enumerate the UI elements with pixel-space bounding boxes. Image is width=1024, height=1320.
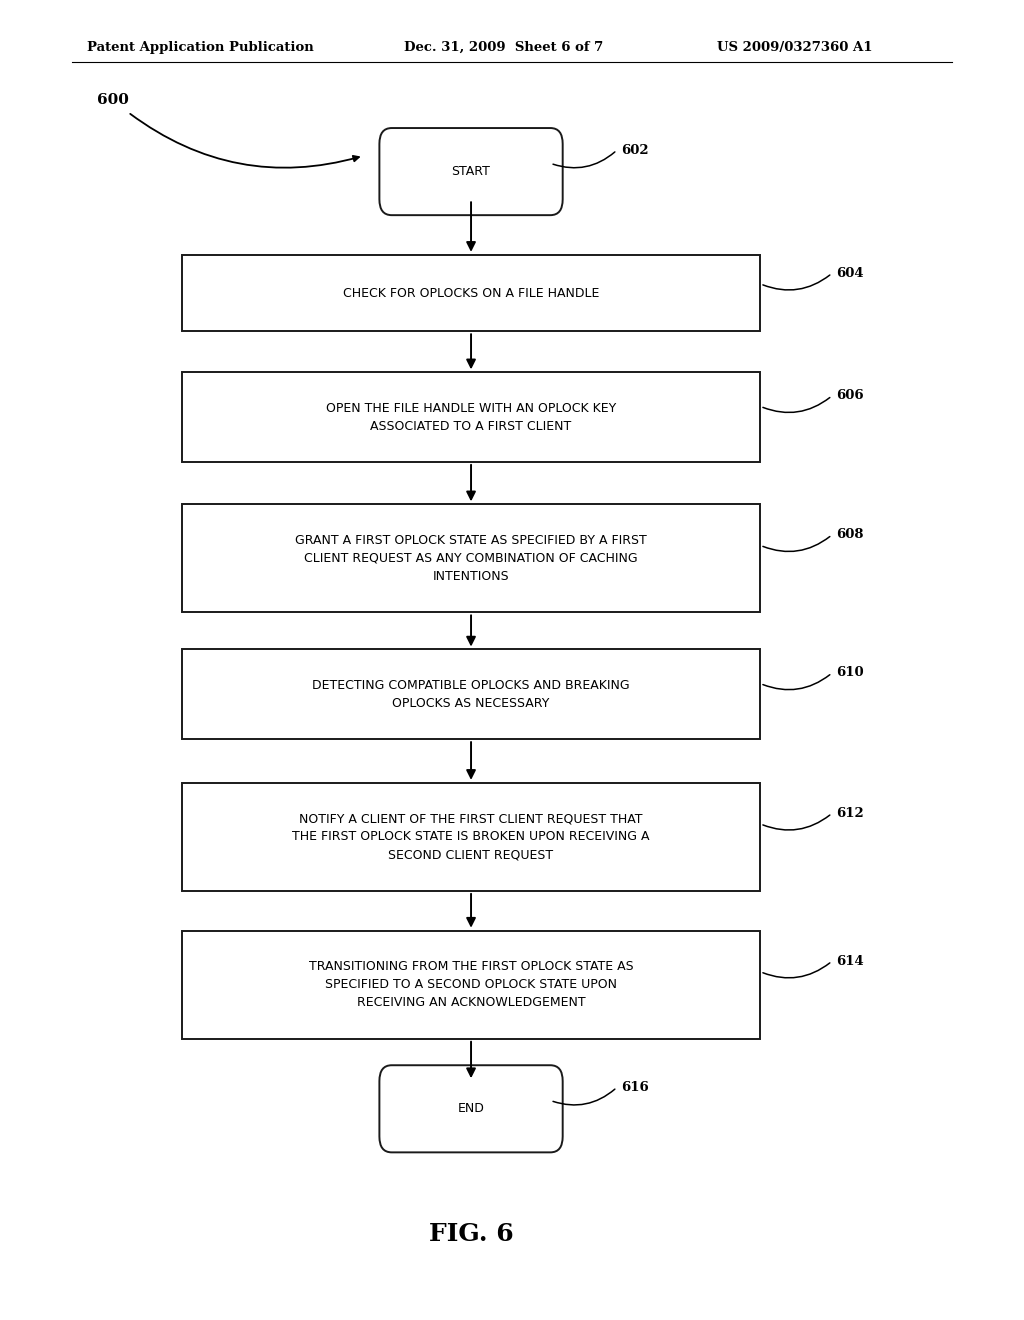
Text: 600: 600 <box>97 94 129 107</box>
Text: US 2009/0327360 A1: US 2009/0327360 A1 <box>717 41 872 54</box>
Text: 610: 610 <box>836 667 863 680</box>
Bar <box>182 372 760 462</box>
Text: NOTIFY A CLIENT OF THE FIRST CLIENT REQUEST THAT
THE FIRST OPLOCK STATE IS BROKE: NOTIFY A CLIENT OF THE FIRST CLIENT REQU… <box>292 812 650 862</box>
Text: 606: 606 <box>836 389 863 403</box>
Text: Dec. 31, 2009  Sheet 6 of 7: Dec. 31, 2009 Sheet 6 of 7 <box>404 41 604 54</box>
Text: TRANSITIONING FROM THE FIRST OPLOCK STATE AS
SPECIFIED TO A SECOND OPLOCK STATE : TRANSITIONING FROM THE FIRST OPLOCK STAT… <box>308 960 634 1010</box>
Text: 608: 608 <box>836 528 863 541</box>
FancyBboxPatch shape <box>379 128 563 215</box>
Text: START: START <box>452 165 490 178</box>
Text: 614: 614 <box>836 954 864 968</box>
Text: FIG. 6: FIG. 6 <box>429 1222 513 1246</box>
Text: END: END <box>458 1102 484 1115</box>
Bar <box>182 504 760 612</box>
Text: DETECTING COMPATIBLE OPLOCKS AND BREAKING
OPLOCKS AS NECESSARY: DETECTING COMPATIBLE OPLOCKS AND BREAKIN… <box>312 678 630 710</box>
Text: 616: 616 <box>621 1081 649 1094</box>
Bar <box>182 783 760 891</box>
Text: 604: 604 <box>836 267 863 280</box>
Text: Patent Application Publication: Patent Application Publication <box>87 41 313 54</box>
Text: GRANT A FIRST OPLOCK STATE AS SPECIFIED BY A FIRST
CLIENT REQUEST AS ANY COMBINA: GRANT A FIRST OPLOCK STATE AS SPECIFIED … <box>295 533 647 583</box>
Text: 612: 612 <box>836 807 864 820</box>
Bar <box>182 255 760 331</box>
Text: CHECK FOR OPLOCKS ON A FILE HANDLE: CHECK FOR OPLOCKS ON A FILE HANDLE <box>343 286 599 300</box>
Text: 602: 602 <box>621 144 648 157</box>
Bar <box>182 931 760 1039</box>
Bar <box>182 649 760 739</box>
Text: OPEN THE FILE HANDLE WITH AN OPLOCK KEY
ASSOCIATED TO A FIRST CLIENT: OPEN THE FILE HANDLE WITH AN OPLOCK KEY … <box>326 401 616 433</box>
FancyBboxPatch shape <box>379 1065 563 1152</box>
